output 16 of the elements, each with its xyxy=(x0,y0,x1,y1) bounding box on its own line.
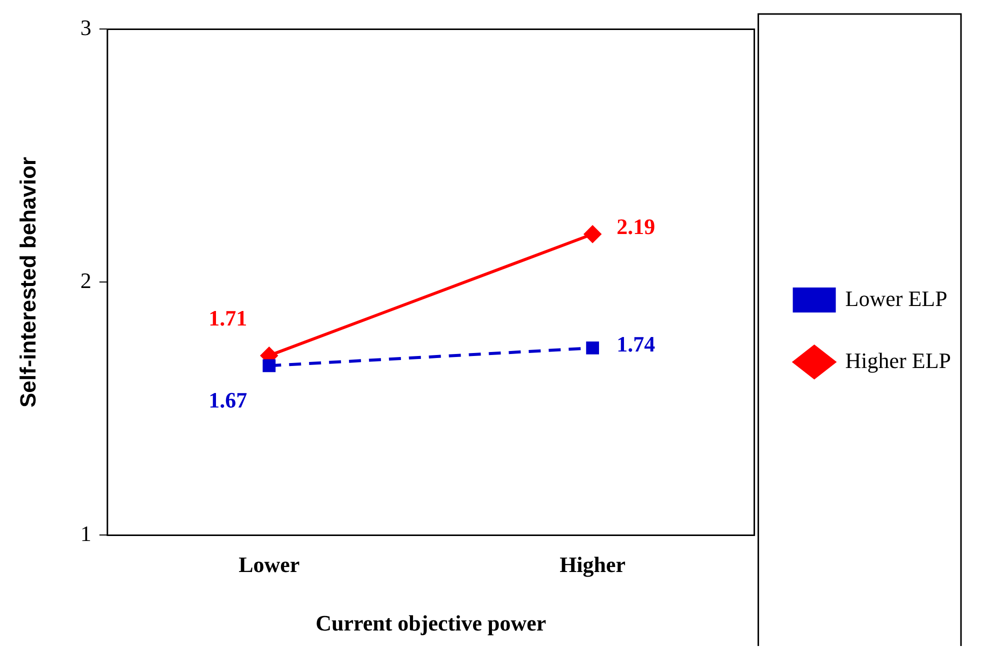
legend-label: Lower ELP xyxy=(845,286,948,311)
y-tick-label: 3 xyxy=(80,14,92,40)
data-label: 1.74 xyxy=(616,332,656,357)
x-tick-label: Lower xyxy=(238,552,300,578)
data-label: 1.67 xyxy=(208,387,248,412)
legend-label: Higher ELP xyxy=(845,348,951,373)
x-axis-title: Current objective power xyxy=(316,610,546,636)
y-axis-title: Self-interested behavior xyxy=(15,156,40,408)
data-label: 1.71 xyxy=(208,305,248,330)
x-tick-label: Higher xyxy=(560,552,626,578)
y-tick-label: 1 xyxy=(80,520,92,546)
point xyxy=(262,359,276,372)
point xyxy=(586,342,600,354)
point xyxy=(584,226,602,243)
data-label: 2.19 xyxy=(616,214,656,239)
y-tick-label: 2 xyxy=(80,268,92,293)
